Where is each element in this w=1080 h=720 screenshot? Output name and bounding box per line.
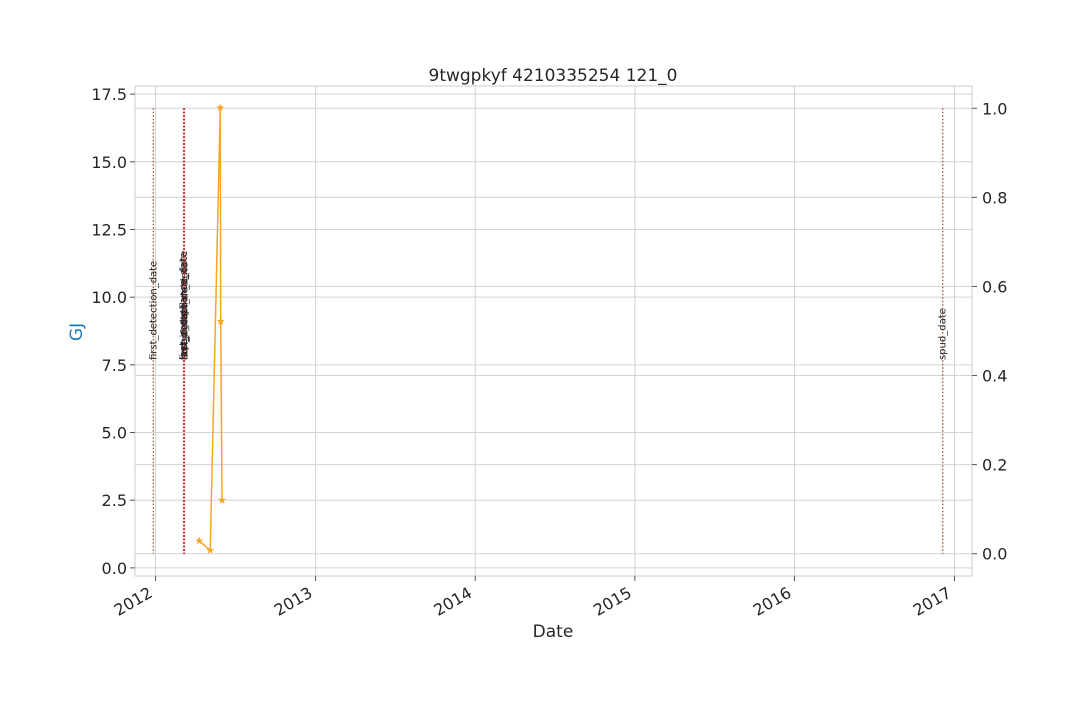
data-point-marker: [216, 103, 225, 112]
x-tick-label: 2015: [590, 583, 635, 620]
grid: [135, 86, 972, 576]
x-tick-label: 2014: [430, 583, 475, 620]
y-tick-label-left: 17.5: [91, 85, 127, 104]
y-tick-label-left: 0.0: [102, 559, 127, 578]
y-axis-right: 0.0 0.2 0.4 0.6 0.8 1.0: [972, 99, 1007, 564]
y-tick-label-left: 10.0: [91, 288, 127, 307]
y-tick-label-right: 0.8: [982, 188, 1007, 207]
event-line-label: first_detection_date: [148, 261, 159, 360]
x-tick-label: 2013: [271, 583, 316, 620]
event-lines: first_detection_date last_compliance_date…: [148, 108, 949, 554]
y-tick-label-right: 0.2: [982, 456, 1007, 475]
y-tick-label-left: 15.0: [91, 153, 127, 172]
y-tick-label-left: 7.5: [102, 356, 127, 375]
data-point-marker: [206, 545, 215, 554]
data-point-marker: [216, 317, 225, 326]
y-tick-label-right: 1.0: [982, 99, 1007, 118]
y-tick-label-right: 0.0: [982, 545, 1007, 564]
plot-frame: [134, 85, 973, 577]
x-axis: 2012 2013 2014 2015 2016 2017: [111, 576, 956, 620]
event-line-label: repair_date: [179, 303, 190, 360]
event-line-label: last_compliance_date: [179, 252, 190, 360]
event-line-label: spud_date: [938, 308, 949, 360]
y-tick-label-right: 0.6: [982, 277, 1007, 296]
series-line: [198, 107, 223, 552]
y-tick-label-left: 12.5: [91, 220, 127, 239]
y-tick-label-right: 0.4: [982, 367, 1007, 386]
x-tick-label: 2017: [910, 583, 955, 620]
data-point-marker: [195, 536, 204, 545]
y-axis-title: GJ: [67, 323, 87, 341]
event-line-label: completion_date: [179, 277, 190, 360]
x-tick-label: 2012: [111, 583, 156, 620]
series-layer: [195, 103, 227, 554]
y-axis-left: 0.0 2.5 5.0 7.5 10.0 12.5 15.0 17.5: [91, 85, 135, 578]
x-tick-label: 2016: [750, 583, 795, 620]
event-line-label: last_detection_date: [179, 262, 190, 360]
data-point-marker: [217, 495, 227, 504]
y-tick-label-left: 2.5: [102, 491, 127, 510]
x-axis-title: Date: [533, 622, 574, 642]
y-tick-label-left: 5.0: [102, 424, 127, 443]
chart-title: 9twgpkyf 4210335254 121_0: [429, 66, 678, 86]
